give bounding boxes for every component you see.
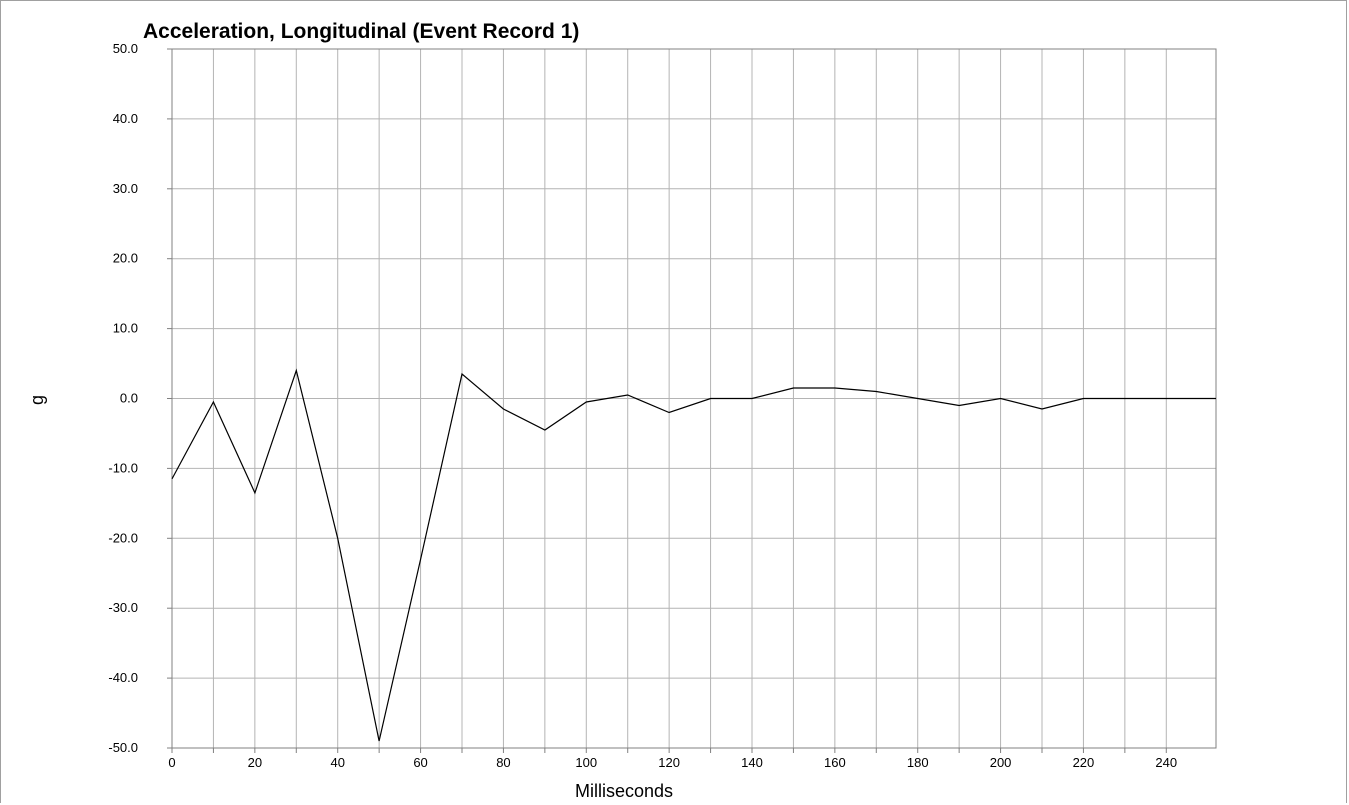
x-tick-label: 140 <box>741 755 763 770</box>
series-line <box>171 368 1216 742</box>
y-tick-label: 40.0 <box>113 111 138 126</box>
x-axis-ticks: 0 20 40 60 80 100 120 140 160 180 200 220 240 <box>168 748 1177 770</box>
x-tick-label: 20 <box>248 755 262 770</box>
x-tick-label: 0 <box>168 755 175 770</box>
y-tick-label: -10.0 <box>108 460 138 475</box>
y-axis-ticks: 50.0 40.0 30.0 20.0 10.0 0.0 -10.0 -20.0 -30.0 -4… <box>108 41 172 755</box>
x-tick-label: 180 <box>907 755 929 770</box>
y-tick-label: -30.0 <box>108 600 138 615</box>
y-tick-label: 10.0 <box>113 321 138 336</box>
y-tick-label: -50.0 <box>108 740 138 755</box>
grid <box>172 49 1216 748</box>
x-tick-label: 60 <box>413 755 427 770</box>
chart-title: Acceleration, Longitudinal (Event Record… <box>143 20 579 43</box>
y-tick-label: 0.0 <box>120 391 138 406</box>
x-tick-label: 200 <box>990 755 1012 770</box>
x-tick-label: 100 <box>575 755 597 770</box>
series <box>171 368 1216 742</box>
x-tick-label: 40 <box>330 755 344 770</box>
x-tick-label: 120 <box>658 755 680 770</box>
x-tick-label: 80 <box>496 755 510 770</box>
x-axis-label: Milliseconds <box>575 781 673 801</box>
x-tick-label: 160 <box>824 755 846 770</box>
y-tick-label: 30.0 <box>113 181 138 196</box>
y-tick-label: 20.0 <box>113 251 138 266</box>
x-tick-label: 220 <box>1073 755 1095 770</box>
y-tick-label: -20.0 <box>108 530 138 545</box>
x-tick-label: 240 <box>1155 755 1177 770</box>
y-tick-label: -40.0 <box>108 670 138 685</box>
y-tick-label: 50.0 <box>113 41 138 56</box>
y-axis-label: g <box>27 395 47 405</box>
